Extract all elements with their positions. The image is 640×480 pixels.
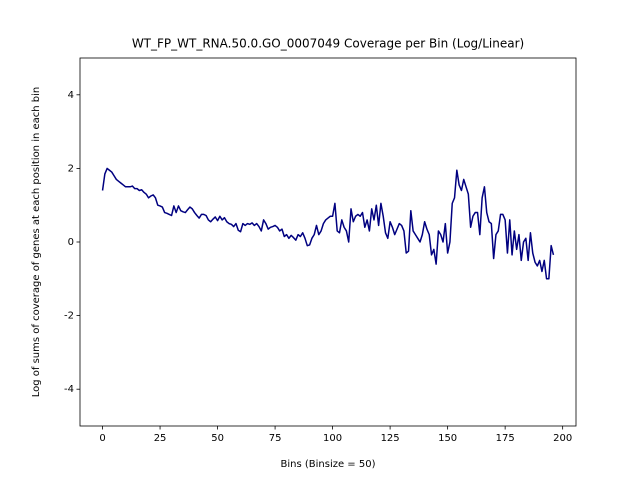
x-tick-label: 175 xyxy=(496,433,515,444)
x-tick-label: 0 xyxy=(99,433,105,444)
chart-title: WT_FP_WT_RNA.50.0.GO_0007049 Coverage pe… xyxy=(132,37,524,51)
x-tick-label: 25 xyxy=(154,433,167,444)
y-tick-label: -4 xyxy=(64,384,74,395)
y-axis-label: Log of sums of coverage of genes at each… xyxy=(31,87,42,398)
data-line xyxy=(101,167,555,280)
x-axis-label: Bins (Binsize = 50) xyxy=(281,459,376,470)
plot-area xyxy=(101,167,555,280)
y-tick-label: 4 xyxy=(68,90,74,101)
y-tick-label: -2 xyxy=(64,311,74,322)
x-tick-label: 200 xyxy=(553,433,572,444)
y-tick-label: 2 xyxy=(68,163,74,174)
x-tick-label: 100 xyxy=(323,433,342,444)
x-tick-label: 50 xyxy=(211,433,224,444)
y-tick-label: 0 xyxy=(68,237,74,248)
x-tick-label: 125 xyxy=(381,433,400,444)
x-tick-label: 150 xyxy=(438,433,457,444)
x-tick-label: 75 xyxy=(269,433,282,444)
